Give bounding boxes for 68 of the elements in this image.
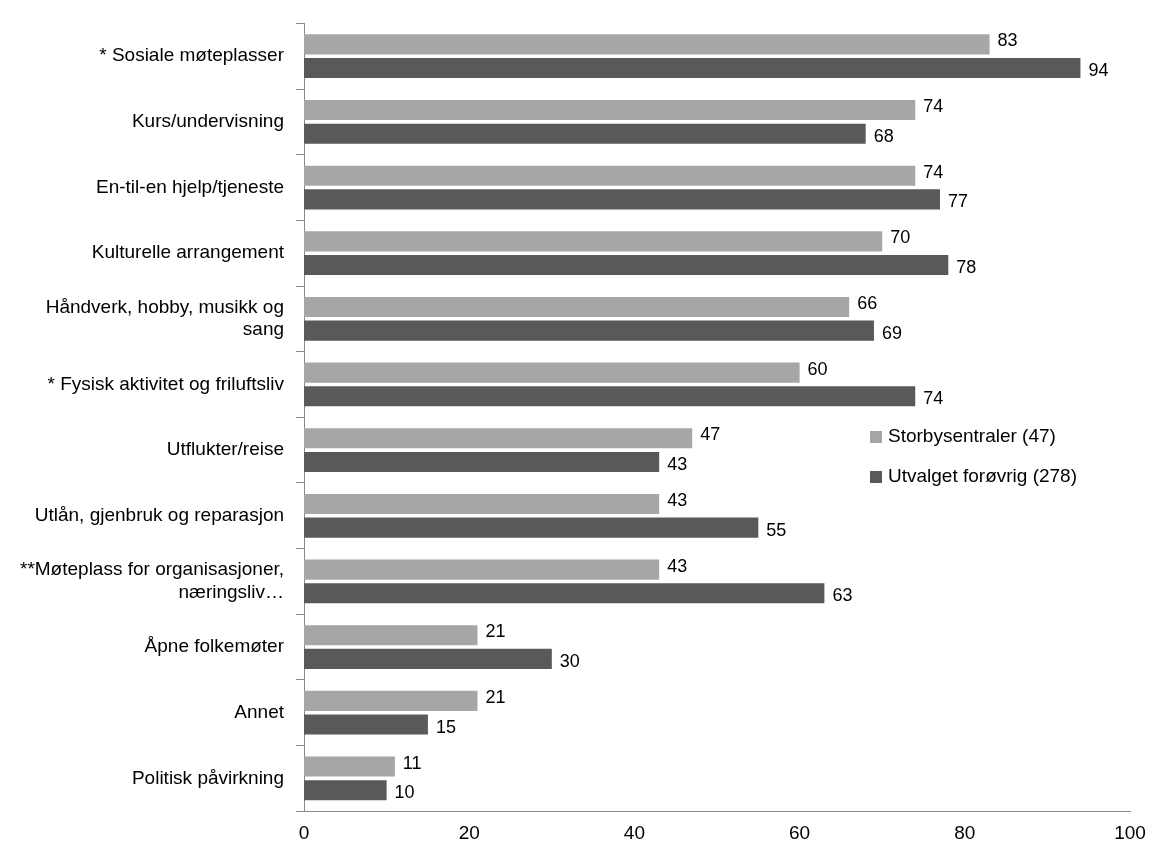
y-tick-label: Utlån, gjenbruk og reparasjon — [34, 504, 285, 526]
x-tick-label: 0 — [298, 821, 310, 843]
bar — [304, 362, 800, 383]
y-tick-label: Håndverk, hobby, musikk og sang — [45, 295, 285, 340]
bar — [304, 100, 916, 121]
bar — [304, 517, 759, 538]
data-label: 94 — [1088, 60, 1109, 81]
bar — [304, 189, 941, 210]
data-label: 43 — [667, 489, 688, 510]
bar — [304, 583, 825, 604]
bar — [304, 451, 660, 472]
data-label: 70 — [890, 227, 911, 248]
bar — [304, 296, 850, 318]
bar — [304, 428, 693, 449]
data-label: 74 — [923, 388, 944, 409]
data-label: 43 — [667, 555, 688, 576]
bar — [304, 254, 949, 276]
data-label: 74 — [923, 161, 944, 182]
data-label: 30 — [559, 650, 580, 671]
legend-label: Storbysentraler (47) — [888, 425, 1056, 447]
data-label: 77 — [948, 191, 969, 212]
data-label: 21 — [485, 686, 506, 707]
bar — [304, 386, 916, 407]
y-tick-label: * Sosiale møteplasser — [99, 44, 285, 66]
y-tick-label: Annet — [234, 700, 285, 722]
data-label: 60 — [807, 358, 828, 379]
data-label: 83 — [997, 30, 1018, 51]
bar — [304, 165, 916, 186]
x-tick-label: 80 — [954, 821, 976, 843]
data-label: 69 — [881, 322, 902, 343]
data-label: 47 — [700, 424, 721, 445]
bar — [304, 780, 387, 801]
legend-label: Utvalget forøvrig (278) — [888, 465, 1078, 487]
data-label: 11 — [402, 752, 422, 773]
bar — [304, 493, 660, 514]
data-label: 66 — [857, 292, 878, 313]
y-tick-label: Utflukter/reise — [166, 438, 285, 460]
data-label: 74 — [923, 96, 944, 117]
x-tick-label: 60 — [789, 821, 811, 843]
data-label: 68 — [873, 125, 894, 146]
y-tick-label: Politisk påvirkning — [131, 766, 285, 788]
data-label: 43 — [667, 453, 688, 474]
x-tick-label: 40 — [623, 821, 645, 843]
data-label: 63 — [832, 585, 853, 606]
y-tick-label: Åpne folkemøter — [144, 635, 285, 657]
bar — [304, 123, 866, 144]
bar — [304, 559, 660, 580]
data-label: 10 — [394, 782, 415, 803]
bar — [304, 231, 883, 252]
y-tick-label: En-til-en hjelp/tjeneste — [96, 175, 285, 197]
y-tick-label: **Møteplass for organisasjoner, næringsliv… — [20, 558, 285, 603]
y-tick-label: Kulturelle arrangement — [91, 241, 285, 263]
bar — [304, 625, 478, 646]
bar — [304, 648, 552, 669]
data-label: 78 — [956, 256, 977, 277]
data-label: 21 — [485, 621, 506, 642]
bar — [304, 756, 395, 777]
x-tick-label: 20 — [458, 821, 480, 843]
data-label: 15 — [435, 716, 456, 737]
bar — [304, 714, 428, 735]
x-tick-label: 100 — [1114, 821, 1146, 843]
bar — [304, 58, 1081, 79]
y-tick-label: Kurs/undervisning — [131, 110, 285, 132]
bar — [304, 320, 874, 341]
data-label: 55 — [766, 519, 787, 540]
bar — [304, 34, 990, 55]
y-tick-label: * Fysisk aktivitet og friluftsliv — [47, 372, 285, 394]
bar — [304, 690, 478, 711]
